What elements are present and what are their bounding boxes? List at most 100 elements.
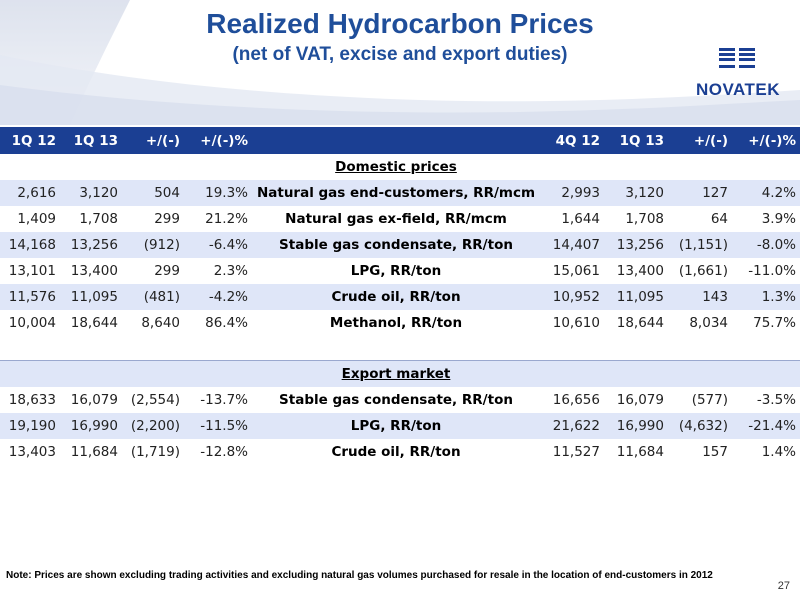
cell: 13,400 — [70, 263, 118, 279]
cell: -11.0% — [748, 263, 796, 279]
row-label: LPG, RR/ton — [350, 263, 442, 279]
cell: 10,952 — [540, 284, 604, 310]
cell: (2,200) — [122, 413, 184, 439]
cell: (2,554) — [130, 392, 180, 408]
cell: 299 — [154, 211, 180, 227]
cell: -11.5% — [184, 413, 252, 439]
cell: 2.3% — [213, 263, 248, 279]
cell: 64 — [710, 211, 728, 227]
cell: -21.4% — [732, 413, 800, 439]
cell: 18,644 — [616, 315, 664, 331]
cell: 2,616 — [0, 180, 60, 206]
cell: 13,403 — [8, 444, 56, 460]
cell: 11,095 — [60, 284, 122, 310]
cell: 18,633 — [8, 392, 56, 408]
prices-table: 1Q 12 1Q 13 +/(-) +/(-)% 4Q 12 1Q 13 +/(… — [0, 127, 800, 465]
cell: 11,684 — [70, 444, 118, 460]
cell: 16,079 — [616, 392, 664, 408]
cell: 13,101 — [8, 263, 56, 279]
cell: 16,990 — [60, 413, 122, 439]
cell: 21.2% — [205, 211, 248, 227]
page-title: Realized Hydrocarbon Prices — [206, 8, 594, 39]
cell: 16,990 — [604, 413, 668, 439]
cell: 14,168 — [0, 232, 60, 258]
col-header: +/(-) — [668, 127, 732, 154]
table-row: 13,101 13,400 299 2.3% LPG, RR/ton 15,06… — [0, 258, 800, 284]
cell: 10,004 — [8, 315, 56, 331]
cell: 1,708 — [625, 211, 664, 227]
table-row: 11,576 11,095 (481) -4.2% Crude oil, RR/… — [0, 284, 800, 310]
cell: 1.3% — [732, 284, 800, 310]
logo-text: NOVATEK — [695, 80, 781, 99]
section-title: Export market — [252, 360, 540, 387]
cell: 19,190 — [0, 413, 60, 439]
cell: 16,079 — [70, 392, 118, 408]
cell: -4.2% — [184, 284, 252, 310]
table-header-row: 1Q 12 1Q 13 +/(-) +/(-)% 4Q 12 1Q 13 +/(… — [0, 127, 800, 154]
row-label: Natural gas ex-field, RR/mcm — [285, 211, 507, 227]
cell: 75.7% — [753, 315, 796, 331]
table-row: 13,403 11,684 (1,719) -12.8% Crude oil, … — [0, 439, 800, 465]
row-label: Stable gas condensate, RR/ton — [252, 232, 540, 258]
cell: 13,256 — [60, 232, 122, 258]
page-number: 27 — [777, 580, 790, 592]
table-row: 2,616 3,120 504 19.3% Natural gas end-cu… — [0, 180, 800, 206]
row-label: Methanol, RR/ton — [329, 315, 463, 331]
cell: 8,640 — [141, 315, 180, 331]
cell: 13,400 — [616, 263, 664, 279]
table-row: 14,168 13,256 (912) -6.4% Stable gas con… — [0, 232, 800, 258]
cell: 11,576 — [0, 284, 60, 310]
col-header: +/(-)% — [732, 127, 800, 154]
cell: 504 — [122, 180, 184, 206]
cell: 157 — [702, 444, 728, 460]
cell: (481) — [122, 284, 184, 310]
cell: 143 — [668, 284, 732, 310]
cell: 13,256 — [604, 232, 668, 258]
cell: 16,656 — [552, 392, 600, 408]
row-label: Stable gas condensate, RR/ton — [279, 392, 513, 408]
table-row: 1,409 1,708 299 21.2% Natural gas ex-fie… — [0, 206, 800, 232]
cell: -8.0% — [732, 232, 800, 258]
cell: 11,684 — [616, 444, 664, 460]
novatek-logo-icon — [719, 48, 755, 68]
cell: 8,034 — [689, 315, 728, 331]
cell: 3,120 — [60, 180, 122, 206]
cell: 19.3% — [184, 180, 252, 206]
cell: 18,644 — [70, 315, 118, 331]
row-label: Natural gas end-customers, RR/mcm — [252, 180, 540, 206]
col-header: 1Q 13 — [604, 127, 668, 154]
table-row: 18,633 16,079 (2,554) -13.7% Stable gas … — [0, 387, 800, 413]
cell: (1,661) — [678, 263, 728, 279]
cell: 86.4% — [205, 315, 248, 331]
cell: 1.4% — [761, 444, 796, 460]
col-header: 4Q 12 — [540, 127, 604, 154]
col-header: +/(-)% — [184, 127, 252, 154]
cell: (912) — [122, 232, 184, 258]
cell: -3.5% — [756, 392, 796, 408]
cell: 14,407 — [540, 232, 604, 258]
section-title: Domestic prices — [335, 159, 457, 175]
cell: (1,151) — [668, 232, 732, 258]
spacer-row — [0, 336, 800, 361]
row-label: Crude oil, RR/ton — [331, 444, 461, 460]
col-header: 1Q 12 — [0, 127, 60, 154]
col-header-label — [252, 127, 540, 154]
cell: 1,644 — [561, 211, 600, 227]
cell: 11,095 — [604, 284, 668, 310]
cell: 3,120 — [604, 180, 668, 206]
cell: 11,527 — [552, 444, 600, 460]
cell: 1,708 — [79, 211, 118, 227]
cell: (4,632) — [668, 413, 732, 439]
cell: 3.9% — [761, 211, 796, 227]
section-header-domestic: Domestic prices — [0, 154, 800, 180]
cell: -12.8% — [200, 444, 248, 460]
cell: 10,610 — [552, 315, 600, 331]
page-subtitle: (net of VAT, excise and export duties) — [232, 44, 568, 65]
table-row: 10,004 18,644 8,640 86.4% Methanol, RR/t… — [0, 310, 800, 336]
cell: -6.4% — [184, 232, 252, 258]
table-row: 19,190 16,990 (2,200) -11.5% LPG, RR/ton… — [0, 413, 800, 439]
row-label: LPG, RR/ton — [252, 413, 540, 439]
cell: 299 — [154, 263, 180, 279]
cell: 127 — [668, 180, 732, 206]
header-wave-decoration — [0, 0, 800, 125]
